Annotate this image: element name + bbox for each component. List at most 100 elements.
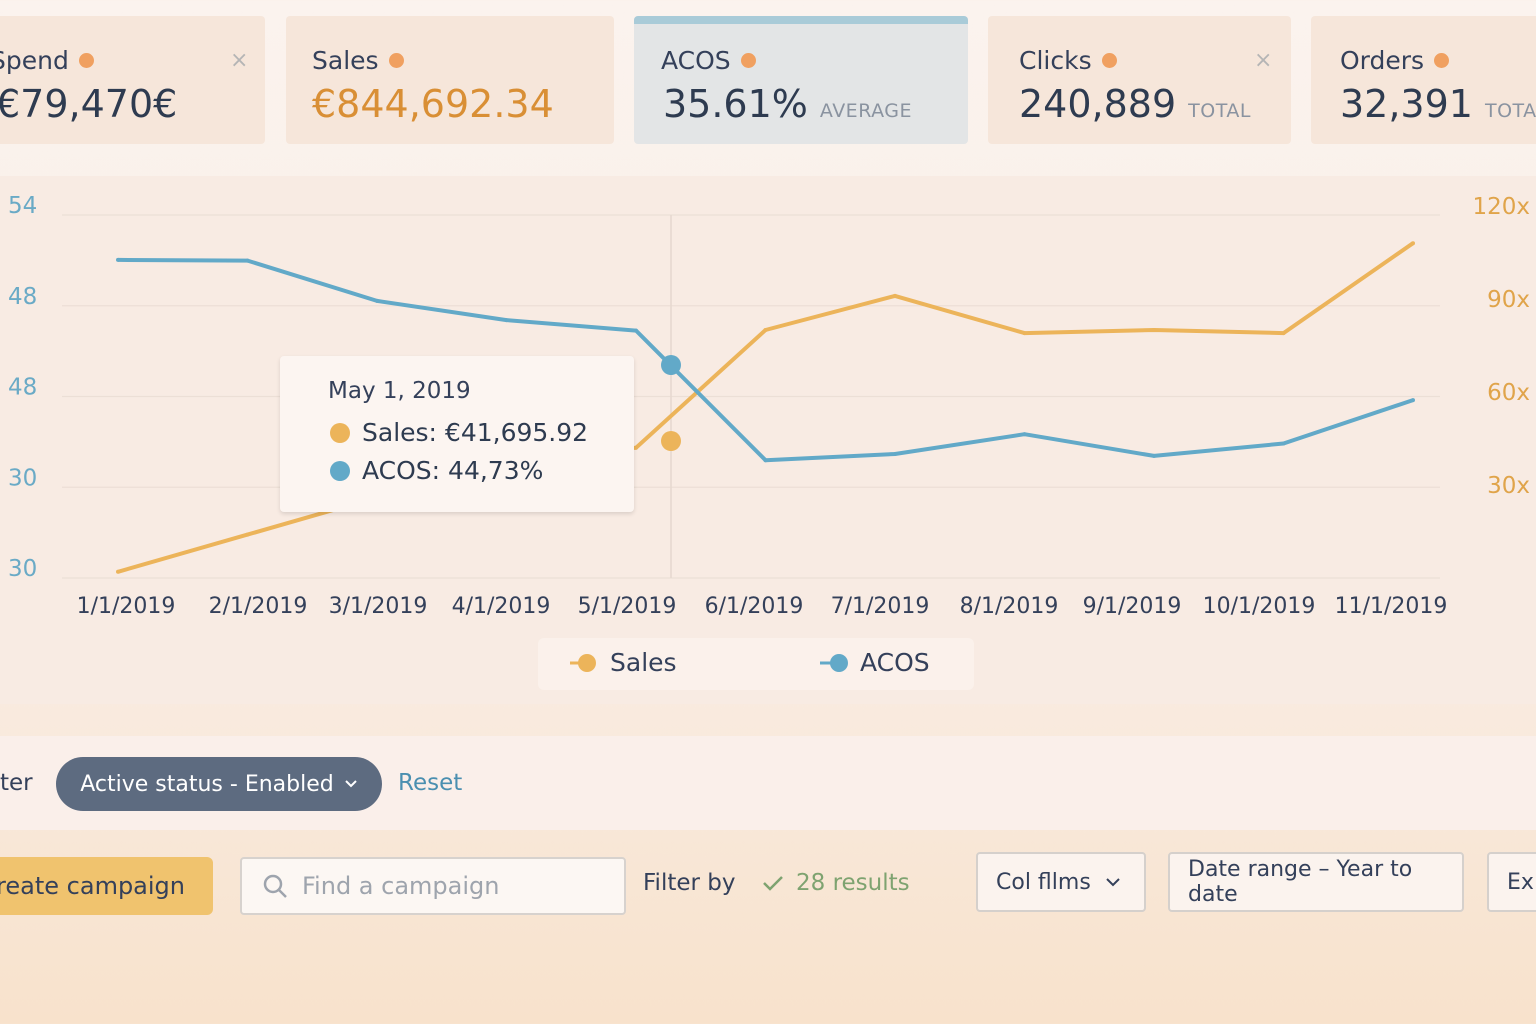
right-axis-tick: 120x bbox=[1472, 194, 1530, 220]
left-axis-tick: 48 bbox=[8, 284, 37, 310]
data-point-sales bbox=[893, 293, 897, 298]
status-dot-icon bbox=[1101, 53, 1117, 68]
search-icon bbox=[263, 874, 287, 898]
legend-item-sales[interactable]: Sales bbox=[570, 648, 677, 677]
x-axis-tick: 11/1/2019 bbox=[1335, 594, 1448, 619]
legend-label: Sales bbox=[610, 648, 677, 677]
sales-acos-chart[interactable]: 54 48 48 30 30 120x 90x 60x 30x 1/1/2019 2/1/201… bbox=[0, 0, 1536, 704]
active-status-filter[interactable]: Active status - Enabled bbox=[56, 757, 382, 811]
data-point-sales bbox=[634, 445, 638, 450]
tooltip-sales-text: Sales: €41,695.92 bbox=[362, 418, 589, 447]
x-axis-tick: 7/1/2019 bbox=[831, 594, 930, 619]
right-axis-tick: 90x bbox=[1487, 287, 1530, 313]
reset-link[interactable]: Reset bbox=[398, 770, 463, 796]
card-unit: TOTAL bbox=[1188, 100, 1251, 122]
data-point-acos bbox=[763, 458, 768, 463]
card-title: Spend bbox=[0, 46, 94, 75]
sales-legend-icon bbox=[570, 653, 596, 672]
metric-card-clicks[interactable]: Clicks × 240,889 TOTAL bbox=[988, 16, 1291, 144]
card-unit: AVERAGE bbox=[819, 100, 913, 122]
x-axis-tick: 5/1/2019 bbox=[578, 594, 677, 619]
close-icon[interactable]: × bbox=[230, 48, 249, 73]
right-axis-tick: 60x bbox=[1487, 380, 1530, 406]
card-value: 32,391TOTAL bbox=[1340, 82, 1536, 126]
columns-dropdown[interactable]: Col fllms bbox=[976, 852, 1146, 912]
data-point-sales bbox=[1022, 331, 1027, 336]
x-axis-tick: 8/1/2019 bbox=[960, 594, 1059, 619]
data-point-acos bbox=[375, 298, 379, 303]
x-axis-tick: 4/1/2019 bbox=[452, 594, 551, 619]
chart-legend: Sales ACOS bbox=[538, 638, 974, 690]
filter-by-label: Filter by bbox=[643, 870, 736, 896]
filter-label: ter bbox=[0, 770, 33, 796]
data-point-acos bbox=[1022, 432, 1027, 437]
left-axis-tick: 54 bbox=[8, 193, 37, 219]
x-axis-tick: 10/1/2019 bbox=[1203, 594, 1316, 619]
status-dot-icon bbox=[78, 53, 94, 68]
card-title-text: Sales bbox=[312, 46, 379, 75]
status-filter-label: Active status - Enabled bbox=[80, 771, 334, 797]
metric-card-orders[interactable]: Orders 32,391TOTAL bbox=[1311, 16, 1536, 144]
create-campaign-label: reate campaign bbox=[0, 872, 185, 900]
chart-tooltip: May 1, 2019 Sales: €41,695.92 ACOS: 44,7… bbox=[280, 356, 634, 512]
data-point-sales bbox=[245, 532, 250, 537]
columns-label: Col fllms bbox=[996, 869, 1091, 895]
search-box[interactable] bbox=[240, 857, 626, 915]
data-point-acos bbox=[634, 328, 638, 333]
card-title: Orders bbox=[1340, 46, 1450, 75]
search-input[interactable] bbox=[300, 871, 604, 901]
card-title-text: Orders bbox=[1340, 46, 1425, 75]
check-icon bbox=[763, 876, 783, 891]
card-title-text: ACOS bbox=[661, 46, 731, 75]
data-point-acos bbox=[504, 318, 509, 323]
status-dot-icon bbox=[1434, 53, 1450, 68]
metric-card-sales[interactable]: Sales €844,692.34 bbox=[286, 16, 614, 144]
data-point-sales bbox=[1281, 331, 1286, 336]
card-title-text: Spend bbox=[0, 46, 69, 75]
data-point-acos bbox=[245, 258, 250, 263]
data-point-acos bbox=[893, 452, 897, 456]
left-axis-tick: 48 bbox=[8, 375, 37, 401]
right-axis-tick: 30x bbox=[1487, 473, 1530, 499]
export-button[interactable]: Ex bbox=[1487, 852, 1536, 912]
x-axis-tick: 3/1/2019 bbox=[329, 594, 428, 619]
card-title-text: Clicks bbox=[1019, 46, 1092, 75]
card-title: ACOS bbox=[661, 46, 756, 75]
status-dot-icon bbox=[740, 53, 756, 68]
card-unit: TOTAL bbox=[1484, 100, 1536, 122]
data-point-sales bbox=[1152, 328, 1156, 332]
card-value: €844,692.34 bbox=[312, 82, 554, 126]
left-axis-tick: 30 bbox=[8, 465, 37, 491]
filter-bar: ter Active status - Enabled Reset bbox=[0, 736, 1536, 830]
x-axis-tick: 2/1/2019 bbox=[209, 594, 308, 619]
left-axis-tick: 30 bbox=[8, 556, 37, 582]
x-axis-tick: 1/1/2019 bbox=[77, 594, 176, 619]
data-point-sales bbox=[116, 569, 120, 574]
legend-item-acos[interactable]: ACOS bbox=[820, 648, 930, 677]
chevron-down-icon bbox=[345, 780, 357, 788]
data-point-sales bbox=[763, 328, 768, 332]
tooltip-sales-row: Sales: €41,695.92 bbox=[330, 418, 588, 447]
highlight-point-sales bbox=[661, 431, 681, 451]
sales-dot-icon bbox=[330, 422, 350, 443]
highlight-point-acos bbox=[661, 355, 681, 375]
tooltip-date: May 1, 2019 bbox=[328, 378, 471, 404]
metric-card-spend[interactable]: Spend × €79,470€ bbox=[0, 16, 265, 144]
chevron-down-icon bbox=[1106, 878, 1120, 887]
data-point-acos bbox=[1152, 453, 1156, 458]
acos-legend-icon bbox=[820, 653, 848, 672]
date-range-label: Date range – Year to date bbox=[1188, 857, 1413, 907]
results-text: 28 results bbox=[796, 870, 910, 896]
data-point-acos bbox=[1411, 398, 1415, 403]
card-title: Sales bbox=[312, 46, 404, 75]
x-axis-tick: 6/1/2019 bbox=[705, 594, 804, 619]
close-icon[interactable]: × bbox=[1254, 48, 1273, 73]
x-axis-tick: 9/1/2019 bbox=[1083, 594, 1182, 619]
card-value: 35.61% AVERAGE bbox=[663, 82, 913, 126]
legend-label: ACOS bbox=[860, 648, 930, 677]
create-campaign-button[interactable]: reate campaign bbox=[0, 857, 213, 915]
data-point-sales bbox=[1411, 241, 1415, 246]
data-point-acos bbox=[116, 257, 120, 262]
metric-card-acos[interactable]: ACOS 35.61% AVERAGE bbox=[634, 16, 968, 144]
date-range-dropdown[interactable]: Date range – Year to date bbox=[1168, 852, 1464, 912]
